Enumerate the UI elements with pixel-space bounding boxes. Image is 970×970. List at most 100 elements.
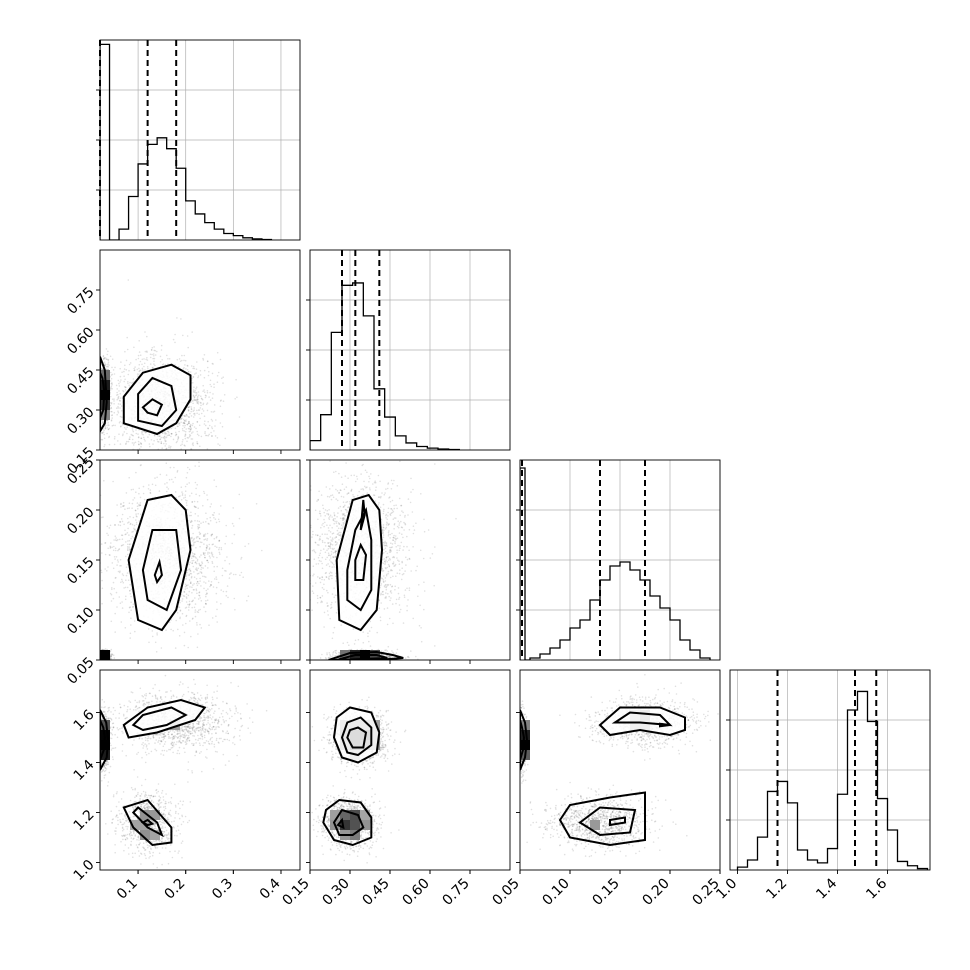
scatter-point — [199, 369, 202, 372]
scatter-point — [118, 538, 121, 541]
scatter-point — [204, 538, 207, 540]
scatter-point — [194, 611, 196, 613]
scatter-point — [184, 364, 186, 366]
scatter-point — [130, 609, 132, 611]
scatter-point — [180, 486, 183, 489]
scatter-point — [170, 628, 172, 631]
scatter-point — [183, 422, 186, 424]
scatter-point — [202, 402, 205, 405]
scatter-point — [149, 492, 152, 495]
scatter-point — [135, 513, 137, 515]
scatter-point — [207, 553, 209, 555]
scatter-point — [149, 489, 152, 491]
scatter-point — [187, 584, 189, 586]
scatter-point — [196, 569, 198, 571]
scatter-point — [114, 539, 117, 541]
scatter-point — [141, 431, 143, 433]
scatter-point — [180, 444, 182, 447]
scatter-point — [195, 386, 198, 389]
scatter-point — [126, 507, 129, 510]
scatter-point — [110, 410, 112, 413]
scatter-point — [184, 588, 187, 590]
scatter-point — [206, 448, 209, 450]
scatter-point — [110, 371, 112, 374]
scatter-point — [156, 438, 159, 441]
scatter-point — [239, 574, 241, 576]
scatter-point — [220, 548, 223, 551]
scatter-point — [198, 591, 201, 593]
scatter-point — [129, 438, 131, 441]
scatter-point — [139, 464, 142, 467]
scatter-point — [106, 353, 109, 356]
scatter-point — [187, 603, 189, 606]
scatter-point — [191, 399, 193, 402]
scatter-point — [213, 410, 216, 413]
scatter-point — [209, 391, 211, 394]
scatter-point — [183, 644, 186, 647]
scatter-point — [117, 395, 120, 398]
scatter-point — [215, 576, 217, 578]
scatter-point — [195, 372, 197, 374]
scatter-point — [137, 513, 139, 515]
scatter-point — [196, 558, 199, 561]
scatter-point — [190, 448, 192, 450]
scatter-point — [208, 555, 211, 557]
scatter-point — [195, 427, 197, 430]
scatter-point — [119, 375, 122, 378]
scatter-point — [194, 414, 196, 416]
scatter-point — [244, 545, 246, 548]
scatter-point — [198, 595, 201, 597]
scatter-point — [204, 602, 207, 605]
scatter-point — [129, 522, 132, 525]
scatter-point — [184, 424, 186, 427]
scatter-point — [204, 396, 207, 399]
scatter-point — [100, 432, 103, 434]
scatter-point — [211, 514, 214, 516]
scatter-point — [137, 508, 139, 510]
scatter-point — [198, 591, 200, 594]
scatter-point — [166, 434, 169, 437]
scatter-point — [193, 555, 195, 558]
scatter-point — [210, 535, 213, 537]
scatter-point — [130, 433, 133, 436]
scatter-point — [174, 476, 177, 479]
scatter-point — [184, 607, 187, 609]
scatter-point — [190, 401, 192, 403]
scatter-point — [160, 436, 163, 439]
scatter-point — [119, 559, 122, 561]
scatter-point — [199, 407, 202, 409]
scatter-point — [128, 611, 130, 614]
scatter-point — [193, 412, 196, 415]
scatter-point — [174, 333, 176, 336]
scatter-point — [195, 506, 197, 509]
scatter-point — [182, 334, 184, 337]
scatter-point — [178, 424, 181, 426]
scatter-point — [202, 521, 205, 523]
scatter-point — [158, 490, 161, 492]
scatter-point — [164, 432, 167, 434]
scatter-point — [104, 542, 106, 544]
scatter-point — [182, 595, 185, 597]
scatter-point — [182, 429, 184, 432]
scatter-point — [192, 376, 194, 378]
scatter-point — [189, 412, 191, 415]
scatter-point — [114, 366, 116, 369]
scatter-point — [189, 572, 192, 575]
scatter-point — [193, 426, 196, 428]
scatter-point — [190, 365, 193, 367]
scatter-point — [129, 589, 131, 592]
scatter-point — [119, 570, 121, 572]
scatter-point — [150, 349, 153, 351]
scatter-point — [196, 592, 198, 595]
scatter-point — [183, 591, 186, 593]
scatter-point — [107, 428, 110, 431]
scatter-point — [191, 520, 193, 523]
scatter-point — [114, 547, 117, 550]
scatter-point — [109, 655, 112, 657]
scatter-point — [196, 400, 199, 403]
scatter-point — [109, 547, 112, 549]
scatter-point — [202, 575, 204, 578]
scatter-point — [111, 398, 114, 401]
scatter-point — [103, 445, 105, 448]
scatter-point — [227, 596, 229, 599]
